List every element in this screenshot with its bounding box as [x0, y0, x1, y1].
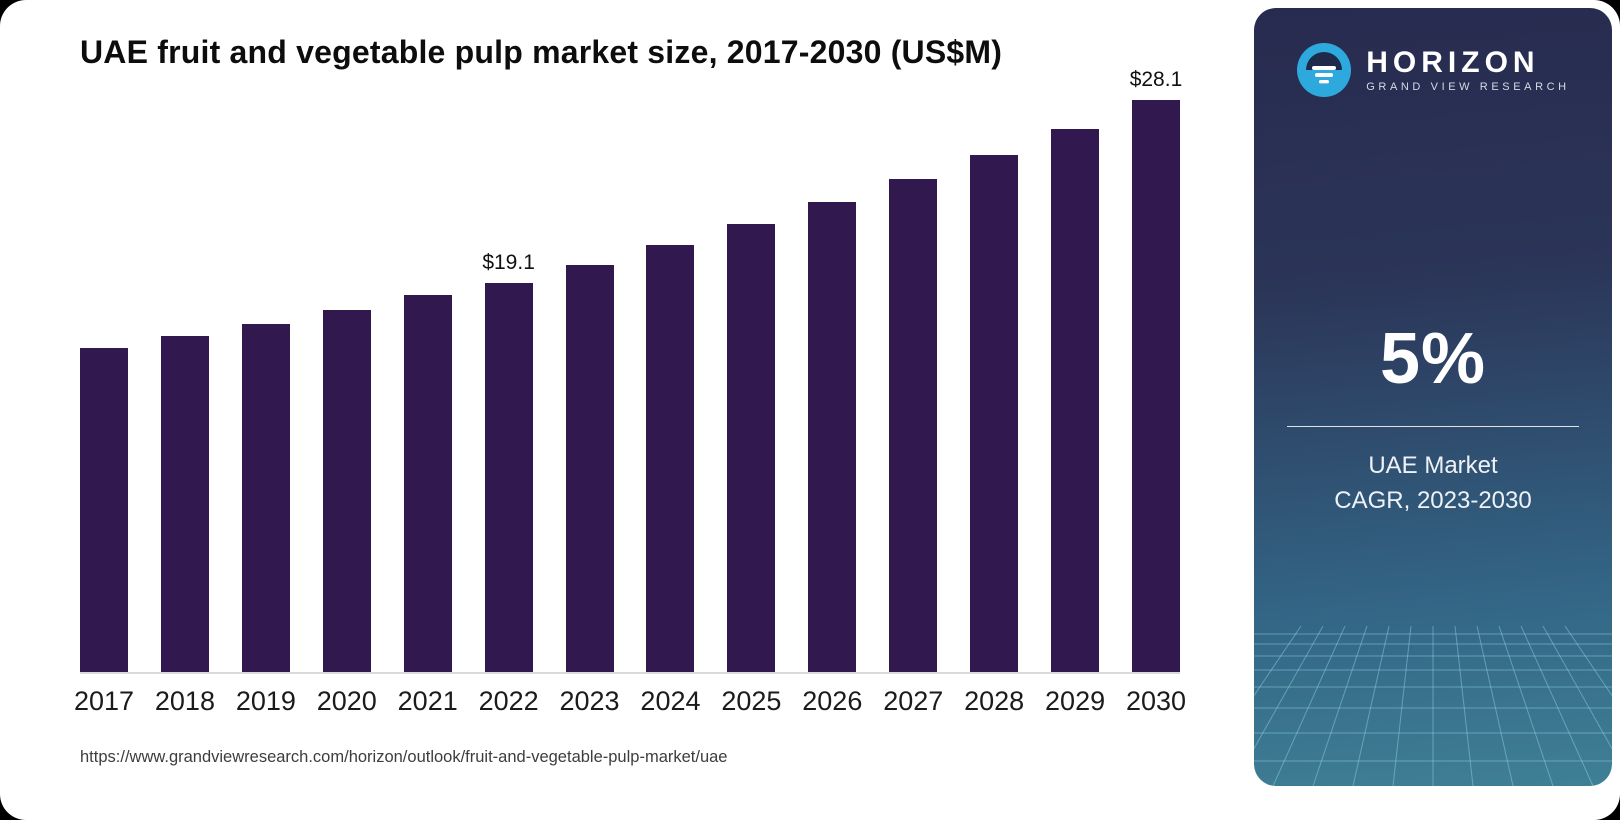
bar-slot [808, 100, 857, 672]
bar-2024 [646, 244, 695, 672]
bar-slot [322, 100, 371, 672]
bar-2019 [241, 323, 290, 672]
bar-slot [160, 100, 209, 672]
source-url[interactable]: https://www.grandviewresearch.com/horizo… [80, 748, 728, 766]
logo-text: HORIZON GRAND VIEW RESEARCH [1366, 47, 1569, 94]
stat-caption-line2: CAGR, 2023-2030 [1334, 486, 1532, 514]
bar-slot [727, 100, 776, 672]
x-axis-label-2024: 2024 [640, 686, 701, 716]
x-axis-label-2021: 2021 [397, 686, 458, 716]
bar-2022: $19.1 [482, 251, 535, 672]
x-axis-label-2022: 2022 [478, 686, 539, 716]
brand-subtitle: GRAND VIEW RESEARCH [1366, 81, 1570, 94]
bar-value-label-2030: $28.1 [1129, 68, 1183, 91]
bar-2027 [889, 179, 938, 672]
bar-slot [889, 100, 938, 672]
x-axis-label-2019: 2019 [235, 686, 296, 716]
bar-2021 [403, 295, 452, 672]
bar-slot [403, 100, 452, 672]
bar-slot: $28.1 [1130, 68, 1182, 672]
logo: HORIZON GRAND VIEW RESEARCH [1254, 42, 1612, 98]
bar-slot [646, 100, 695, 672]
bar-slot [1051, 100, 1100, 672]
bar-2017 [80, 348, 128, 672]
brand-panel: HORIZON GRAND VIEW RESEARCH 5% UAE Marke… [1254, 8, 1612, 786]
bar-slot [565, 100, 614, 672]
chart-title: UAE fruit and vegetable pulp market size… [80, 34, 1003, 70]
x-axis-label-2029: 2029 [1045, 686, 1106, 716]
bar-slot [80, 100, 128, 672]
stat-caption-line1: UAE Market [1368, 452, 1498, 479]
x-axis-label-2017: 2017 [73, 686, 135, 716]
bar-slot [970, 100, 1019, 672]
bar-2020 [322, 309, 371, 672]
cagr-value: 5% [1379, 319, 1487, 399]
bar-2026 [808, 201, 857, 672]
bar-2023 [565, 264, 614, 672]
bar-2030: $28.1 [1130, 68, 1182, 672]
x-axis-label-2023: 2023 [559, 686, 620, 716]
stat-divider [1287, 426, 1579, 427]
bar-2029 [1051, 128, 1100, 672]
x-axis: 2017 2018 2019 2020 2021 2022 2023 2024 2025 2026… [73, 686, 1187, 717]
x-axis-label-2030: 2030 [1125, 686, 1187, 716]
bar-2028 [970, 154, 1019, 672]
bar-slot [241, 100, 290, 672]
bar-2025 [727, 224, 776, 672]
brand-name: HORIZON [1366, 45, 1540, 79]
bar-slot: $19.1 [482, 100, 535, 672]
mesh-decoration [1254, 626, 1612, 786]
x-axis-label-2018: 2018 [154, 686, 215, 716]
x-axis-label-2025: 2025 [721, 686, 782, 716]
x-axis-label-2026: 2026 [802, 686, 863, 716]
bar-2018 [160, 336, 209, 672]
x-axis-label-2020: 2020 [316, 686, 377, 716]
x-axis-label-2028: 2028 [964, 686, 1025, 716]
horizon-sunrise-icon [1297, 43, 1352, 97]
stat-block: 5% UAE Market CAGR, 2023-2030 [1254, 318, 1612, 519]
bar-plot: $19.1 $28.1 [80, 68, 1182, 674]
bar-value-label-2022: $19.1 [482, 251, 535, 275]
x-axis-label-2027: 2027 [883, 686, 944, 716]
